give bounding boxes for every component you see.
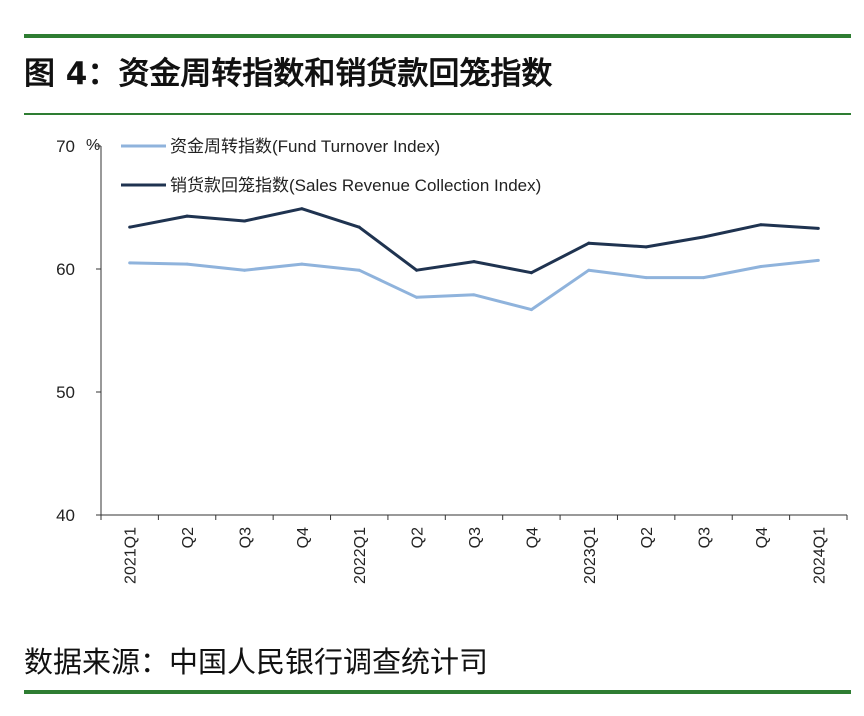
x-tick-label: 2023Q1 (582, 527, 599, 584)
top-rule (24, 34, 851, 38)
series-1-point (587, 241, 591, 245)
y-tick-label: 60 (56, 260, 75, 279)
series-0-point (415, 295, 419, 299)
chart-axes (96, 145, 848, 520)
y-tick-label: 70 (56, 137, 75, 156)
series-1-point (529, 271, 533, 275)
x-tick-label: 2024Q1 (811, 527, 828, 584)
series-0-point (472, 293, 476, 297)
series-1-point (128, 225, 132, 229)
title-rule (24, 113, 851, 115)
figure-title: 图 4：资金周转指数和销货款回笼指数 (24, 56, 553, 92)
series-0-point (529, 308, 533, 312)
x-tick-label: Q3 (237, 527, 254, 548)
x-tick-label: 2022Q1 (352, 527, 369, 584)
x-tick-label: Q2 (180, 527, 197, 548)
line-chart: 40 50 60 70 2021Q1 Q2 Q3 Q4 2022Q1 Q2 Q3 Q4 2023Q1 Q… (56, 137, 848, 584)
series-0-point (185, 262, 189, 266)
bottom-rule (24, 690, 851, 694)
series-1-point (644, 245, 648, 249)
legend-item-0: 资金周转指数(Fund Turnover Index) (121, 137, 440, 156)
series-0-point (242, 268, 246, 272)
x-tick-label: Q3 (697, 527, 714, 548)
series-1-point (816, 226, 820, 230)
y-tick-label: 50 (56, 383, 75, 402)
x-tick-label: 2021Q1 (123, 527, 140, 584)
series-1-point (300, 207, 304, 211)
series-1-point (759, 223, 763, 227)
x-tick-labels: 2021Q1 Q2 Q3 Q4 2022Q1 Q2 Q3 Q4 2023Q1 Q2 Q3 Q4 2024… (123, 527, 829, 584)
x-tick-label: Q2 (639, 527, 656, 548)
x-tick-label: Q4 (295, 527, 312, 548)
series-1-point (242, 219, 246, 223)
series-0-point (816, 258, 820, 262)
series-0-point (357, 268, 361, 272)
series-1-point (702, 235, 706, 239)
series-0-point (300, 262, 304, 266)
series-0-point (759, 265, 763, 269)
series-1-point (415, 268, 419, 272)
x-tick-label: Q2 (410, 527, 427, 548)
x-tick-label: Q4 (524, 527, 541, 548)
series-0-point (587, 268, 591, 272)
series-1-point (357, 225, 361, 229)
series-0-point (128, 261, 132, 265)
chart-legend: 资金周转指数(Fund Turnover Index) 销货款回笼指数(Sales… (121, 137, 541, 195)
series-0-point (702, 276, 706, 280)
y-tick-label: 40 (56, 506, 75, 525)
y-unit-label: % (86, 137, 100, 154)
x-tick-label: Q3 (467, 527, 484, 548)
series-0-point (644, 276, 648, 280)
x-tick-label: Q4 (754, 527, 771, 548)
series-1-point (472, 260, 476, 264)
source-note: 数据来源：中国人民银行调查统计司 (24, 645, 489, 679)
y-tick-labels: 40 50 60 70 (56, 137, 75, 525)
legend-label: 销货款回笼指数(Sales Revenue Collection Index) (170, 176, 541, 195)
series-1-point (185, 214, 189, 218)
series-line-0 (129, 258, 819, 312)
legend-item-1: 销货款回笼指数(Sales Revenue Collection Index) (121, 176, 541, 195)
chart-series-lines (128, 207, 820, 312)
legend-label: 资金周转指数(Fund Turnover Index) (170, 137, 440, 156)
